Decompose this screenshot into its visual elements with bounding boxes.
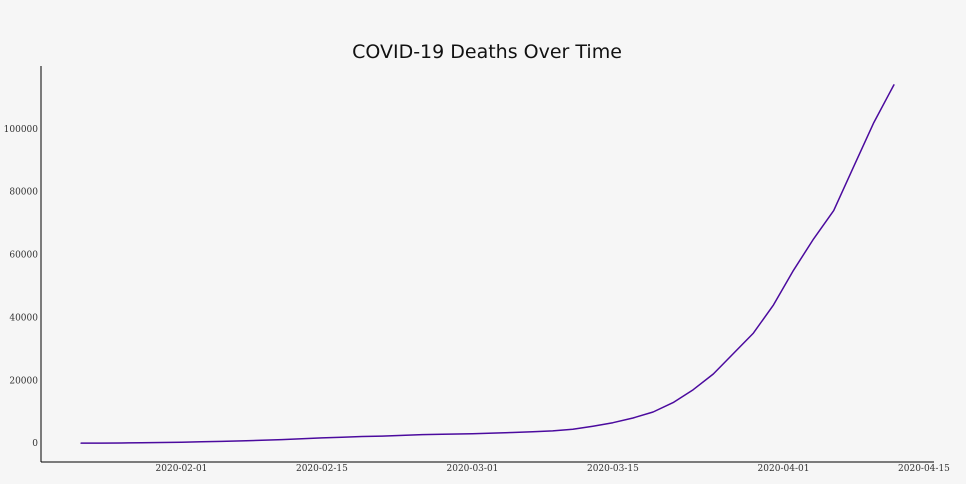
x-tick-label: 2020-04-15 — [898, 464, 950, 474]
y-tick-label: 80000 — [9, 188, 38, 198]
y-tick-label: 60000 — [9, 251, 38, 261]
x-tick-label: 2020-02-01 — [156, 464, 208, 474]
series-line — [80, 84, 895, 444]
y-tick-labels: 0 20000 40000 60000 80000 100000 — [4, 125, 39, 449]
chart-title: COVID-19 Deaths Over Time — [352, 41, 622, 63]
series-group — [80, 84, 895, 444]
x-tick-labels: 2020-02-01 2020-02-15 2020-03-01 2020-03-15… — [156, 464, 951, 474]
y-tick-label: 100000 — [4, 125, 39, 135]
x-tick-label: 2020-03-15 — [587, 464, 639, 474]
y-tick-label: 0 — [32, 439, 38, 449]
x-tick-label: 2020-02-15 — [296, 464, 348, 474]
y-tick-label: 20000 — [9, 376, 38, 386]
y-tick-label: 40000 — [9, 313, 38, 323]
x-tick-label: 2020-03-01 — [447, 464, 499, 474]
x-tick-label: 2020-04-01 — [758, 464, 810, 474]
